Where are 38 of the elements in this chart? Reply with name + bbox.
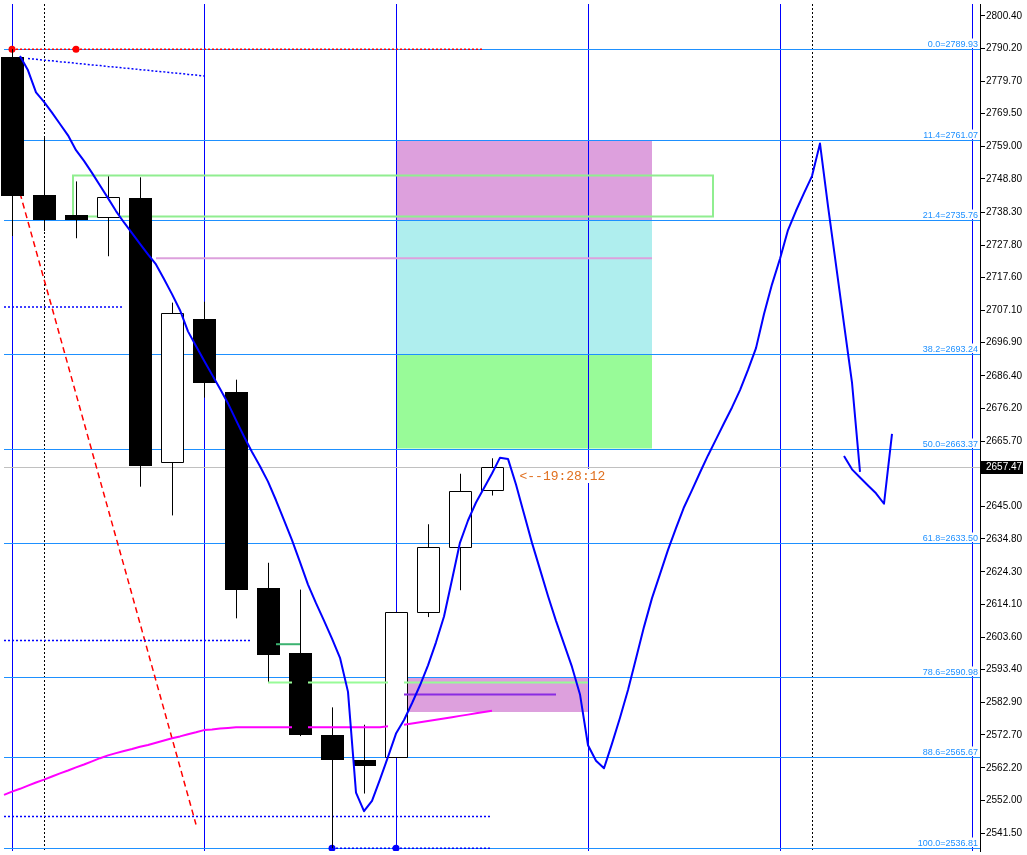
y-tick-label: 2603.60 <box>986 631 1023 643</box>
ref-line-label: 38.2=2693.24 <box>922 344 978 354</box>
y-tick-label: 2645.00 <box>986 500 1023 512</box>
ref-line-label: 11.4=2761.07 <box>923 130 978 140</box>
annotation: <--19:28:12 <box>519 468 606 484</box>
y-tick-label: 2657.47 <box>986 460 1023 472</box>
y-tick-label: 2624.30 <box>986 565 1023 577</box>
y-tick-label: 2696.90 <box>986 336 1023 348</box>
y-tick-label: 2582.90 <box>986 696 1023 708</box>
ref-line-label: 21.4=2735.76 <box>922 210 978 220</box>
y-tick-label: 2800.40 <box>986 9 1023 21</box>
ref-line-label: 88.6=2565.67 <box>922 747 978 757</box>
ref-line-label: 50.0=2663.37 <box>922 439 978 449</box>
y-tick-label: 2779.70 <box>986 75 1023 87</box>
y-tick-label: 2717.60 <box>986 271 1023 283</box>
candlestick <box>65 180 88 239</box>
candlestick <box>353 724 376 795</box>
ref-line-label: 61.8=2633.50 <box>922 533 978 543</box>
y-tick-label: 2676.20 <box>986 401 1023 413</box>
y-tick-label: 2769.50 <box>986 107 1023 119</box>
y-tick-label: 2541.50 <box>986 827 1023 839</box>
y-tick-label: 2727.80 <box>986 238 1023 250</box>
y-tick-label: 2634.80 <box>986 532 1023 544</box>
y-tick-label: 2738.30 <box>986 205 1023 217</box>
y-tick-label: 2790.20 <box>986 41 1023 53</box>
y-tick-label: 2562.20 <box>986 761 1023 773</box>
y-tick-label: 2707.10 <box>986 304 1023 316</box>
y-tick-label: 2593.40 <box>986 663 1023 675</box>
y-tick-label: 2572.70 <box>986 728 1023 740</box>
y-tick-label: 2552.00 <box>986 793 1023 805</box>
ref-line-label: 100.0=2536.81 <box>917 838 978 848</box>
y-tick-label: 2665.70 <box>986 434 1023 446</box>
y-tick-label: 2686.40 <box>986 369 1023 381</box>
ref-line-label: 78.6=2590.98 <box>922 667 978 677</box>
ref-line-label: 0.0=2789.93 <box>927 39 978 49</box>
y-tick-label: 2748.80 <box>986 172 1023 184</box>
y-tick-label: 2614.10 <box>986 597 1023 609</box>
y-tick-label: 2759.00 <box>986 140 1023 152</box>
